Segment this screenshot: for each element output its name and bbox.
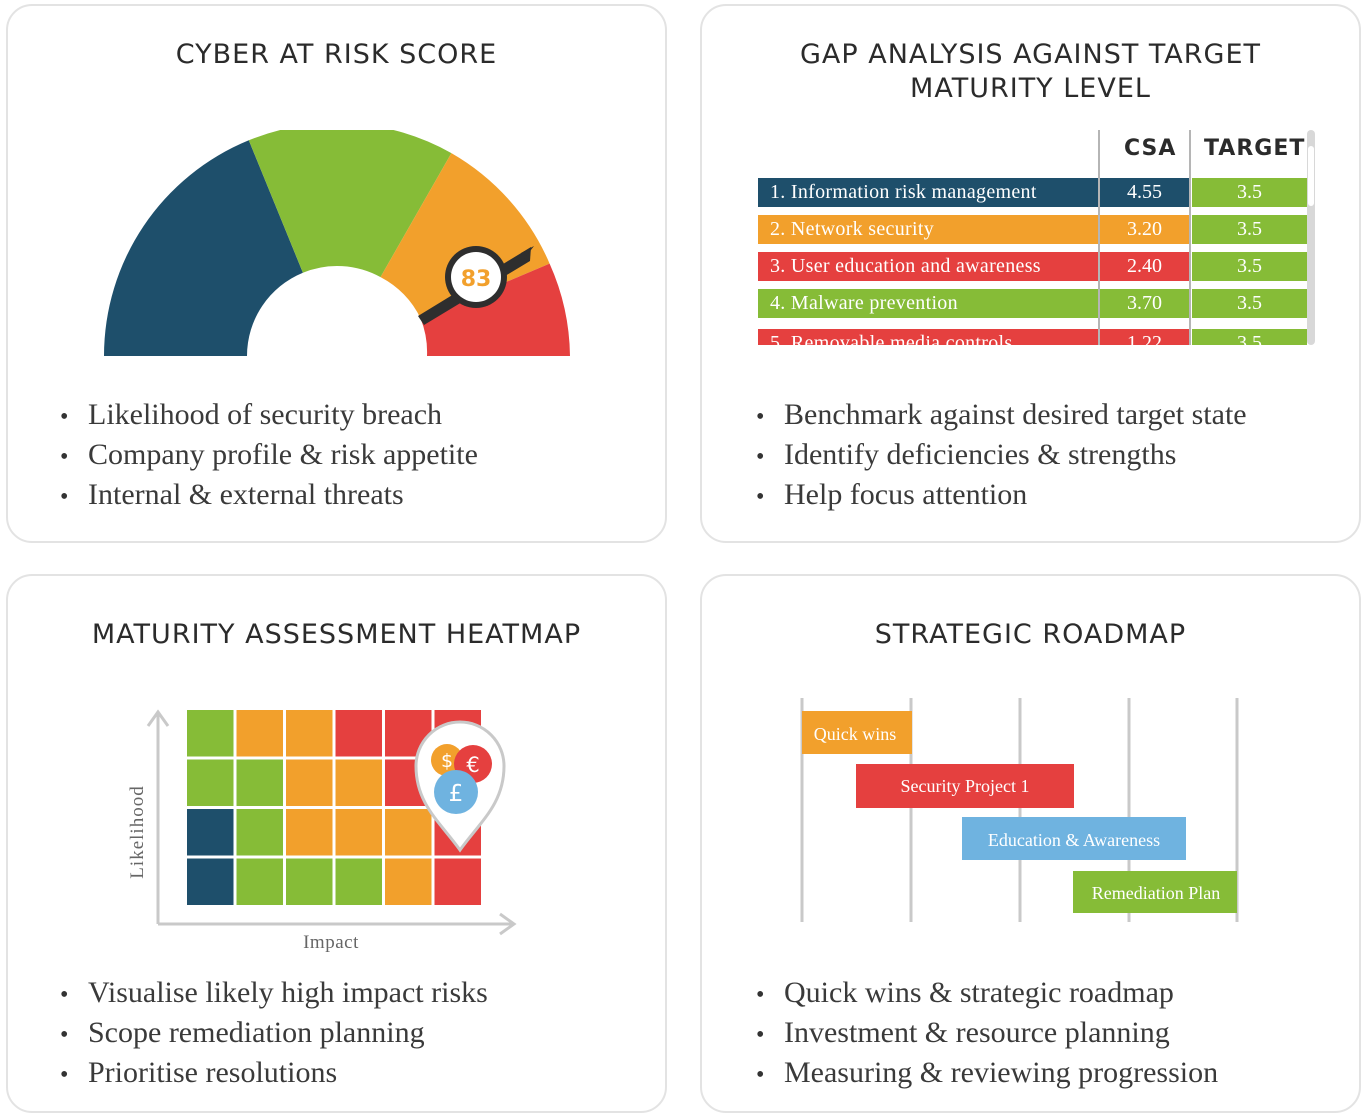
column-header-csa: CSA xyxy=(1124,136,1177,161)
row-name: 1. Information risk management xyxy=(758,178,1098,207)
list-item: Identify deficiencies & strengths xyxy=(756,436,1247,476)
row-name: 3. User education and awareness xyxy=(758,252,1098,281)
roadmap-bar-label: Education & Awareness xyxy=(988,830,1160,850)
column-divider xyxy=(1189,130,1191,345)
gauge-segment-low xyxy=(104,140,303,356)
cyber-risk-score-title: CYBER AT RISK SCORE xyxy=(175,39,498,70)
row-csa: 1.22 xyxy=(1100,329,1189,345)
row-csa: 4.55 xyxy=(1100,178,1189,207)
list-item: Quick wins & strategic roadmap xyxy=(756,974,1218,1014)
pound-icon: £ xyxy=(449,781,464,807)
gauge-segment-elevated xyxy=(380,153,550,319)
gap-analysis-title-line1: GAP ANALYSIS AGAINST TARGET xyxy=(799,39,1262,70)
heatmap-cell xyxy=(236,710,283,757)
column-header-target: TARGET xyxy=(1204,136,1306,161)
heatmap-cell xyxy=(236,759,283,806)
row-name: 5. Removable media controls xyxy=(758,329,1098,345)
heatmap-cell xyxy=(286,858,333,905)
list-item: Company profile & risk appetite xyxy=(60,436,478,476)
row-name: 4. Malware prevention xyxy=(758,289,1098,318)
heatmap-y-label: Likelihood xyxy=(127,785,148,878)
heatmap-cell xyxy=(335,858,382,905)
gap-analysis-bullets: Benchmark against desired target state I… xyxy=(756,396,1247,516)
row-csa: 3.20 xyxy=(1100,215,1189,244)
row-csa: 2.40 xyxy=(1100,252,1189,281)
heatmap-cell xyxy=(286,809,333,856)
gap-table-scrollbar[interactable] xyxy=(1307,130,1315,345)
roadmap-bar-label: Remediation Plan xyxy=(1092,883,1220,903)
row-name: 2. Network security xyxy=(758,215,1098,244)
euro-icon: € xyxy=(466,753,479,777)
list-item: Internal & external threats xyxy=(60,476,478,516)
list-item: Benchmark against desired target state xyxy=(756,396,1247,436)
risk-gauge: 83 xyxy=(104,130,570,356)
list-item: Scope remediation planning xyxy=(60,1014,488,1054)
heatmap-cell xyxy=(286,710,333,757)
heatmap-cell xyxy=(335,809,382,856)
roadmap-bar-education xyxy=(962,817,1186,860)
heatmap-cell xyxy=(236,809,283,856)
row-target: 3.5 xyxy=(1192,289,1307,318)
row-csa: 3.70 xyxy=(1100,289,1189,318)
heatmap-cell xyxy=(187,710,234,757)
gauge-segment-medium xyxy=(248,130,452,278)
list-item: Help focus attention xyxy=(756,476,1247,516)
heatmap-cell xyxy=(187,809,234,856)
roadmap-bullets: Quick wins & strategic roadmap Investmen… xyxy=(756,974,1218,1094)
heatmap-cell xyxy=(236,858,283,905)
strategic-roadmap: Quick wins Security Project 1 Education … xyxy=(800,698,1239,922)
gap-table: CSA TARGET 1. Information risk managemen… xyxy=(756,130,1316,345)
list-item: Likelihood of security breach xyxy=(60,396,478,436)
roadmap-bar-security-project xyxy=(856,764,1074,808)
row-target: 3.5 xyxy=(1192,178,1307,207)
risk-score-bullets: Likelihood of security breach Company pr… xyxy=(60,396,478,516)
list-item: Visualise likely high impact risks xyxy=(60,974,488,1014)
roadmap-bar-label: Quick wins xyxy=(814,724,897,744)
heatmap-x-label: Impact xyxy=(303,932,359,953)
list-item: Investment & resource planning xyxy=(756,1014,1218,1054)
gap-analysis-title-line2: MATURITY LEVEL xyxy=(910,73,1151,104)
heatmap-bullets: Visualise likely high impact risks Scope… xyxy=(60,974,488,1094)
row-target: 3.5 xyxy=(1192,252,1307,281)
gauge-segment-high xyxy=(420,263,570,356)
gauge-value: 83 xyxy=(461,267,492,292)
heatmap-cell xyxy=(187,759,234,806)
column-divider xyxy=(1098,130,1100,345)
heatmap-title: MATURITY ASSESSMENT HEATMAP xyxy=(91,619,582,650)
heatmap-cell xyxy=(385,809,432,856)
roadmap-title: STRATEGIC ROADMAP xyxy=(874,619,1187,650)
heatmap-cell xyxy=(434,858,481,905)
roadmap-bar-label: Security Project 1 xyxy=(901,776,1030,796)
heatmap-cell xyxy=(187,858,234,905)
maturity-heatmap: Likelihood Impact $ € £ xyxy=(127,709,517,953)
scrollbar-thumb[interactable] xyxy=(1308,146,1314,206)
dollar-icon: $ xyxy=(441,750,453,772)
row-target: 3.5 xyxy=(1192,215,1307,244)
roadmap-bar-remediation xyxy=(1073,871,1237,913)
heatmap-cell xyxy=(385,858,432,905)
heatmap-cell xyxy=(286,759,333,806)
list-item: Prioritise resolutions xyxy=(60,1054,488,1094)
row-target: 3.5 xyxy=(1192,329,1307,345)
heatmap-cell xyxy=(335,759,382,806)
list-item: Measuring & reviewing progression xyxy=(756,1054,1218,1094)
roadmap-bar-quick-wins xyxy=(802,711,912,754)
heatmap-cell xyxy=(335,710,382,757)
